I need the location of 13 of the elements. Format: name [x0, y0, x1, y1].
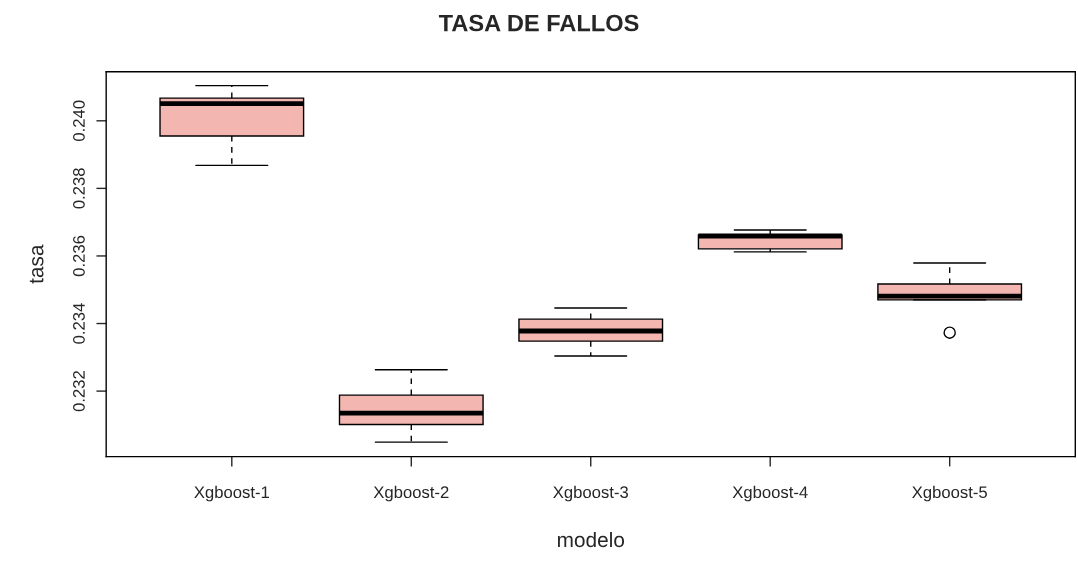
- x-tick-label: Xgboost-1: [194, 485, 269, 502]
- chart-title: TASA DE FALLOS: [438, 14, 639, 32]
- x-axis-title: modelo: [557, 531, 625, 548]
- y-axis-title: tasa: [29, 244, 44, 284]
- x-tick-label: Xgboost-5: [912, 485, 987, 502]
- y-tick-label: 0.234: [73, 303, 85, 344]
- x-tick-label: Xgboost-3: [553, 485, 628, 502]
- y-tick-label: 0.236: [73, 235, 85, 277]
- x-tick-label: Xgboost-4: [732, 485, 808, 502]
- y-tick-label: 0.232: [73, 371, 85, 412]
- y-tick-label: 0.240: [73, 100, 85, 141]
- y-tick-label: 0.238: [73, 168, 85, 209]
- x-tick-label: Xgboost-2: [373, 485, 449, 502]
